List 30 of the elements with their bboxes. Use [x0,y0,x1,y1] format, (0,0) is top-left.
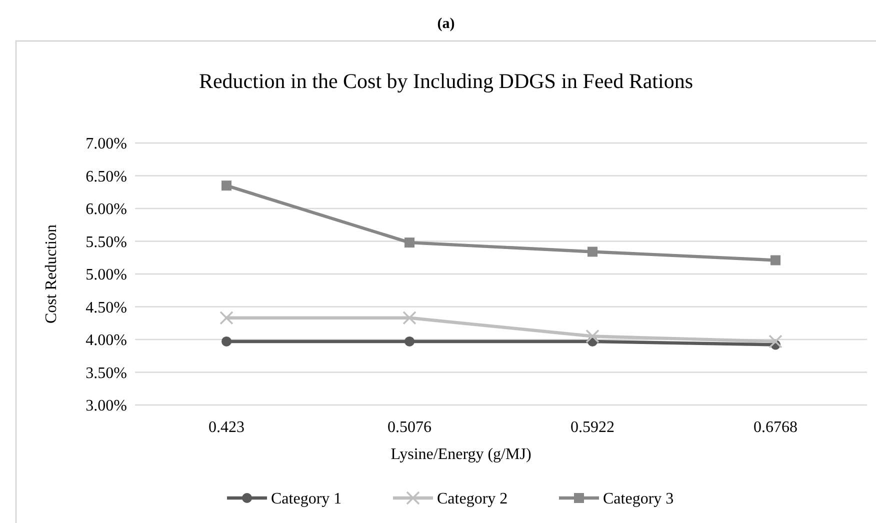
x-tick-label: 0.6768 [754,419,798,436]
x-tick-label: 0.5922 [570,419,614,436]
text: (a) [437,16,455,32]
point [404,238,414,248]
y-tick-label: 7.00% [86,136,127,153]
y-tick-label: 6.50% [86,168,127,186]
point [222,180,232,191]
point [404,336,414,346]
legend-label: Category 1 [271,490,342,508]
point [222,336,232,346]
point [588,246,598,257]
y-tick-label: 5.50% [86,234,127,251]
point [220,310,234,325]
y-tick-label: 4.00% [86,332,127,350]
y-tick-label: 3.50% [86,364,127,382]
x-tick-label: 0.423 [208,419,244,436]
point [586,329,600,344]
y-tick-label: 5.00% [86,266,127,284]
y-tick-label: 6.00% [86,201,127,218]
point [768,334,782,348]
legend-label: Category 3 [603,490,674,508]
y-axis-title: Cost Reduction [43,224,60,324]
y-tick-label: 4.50% [86,299,127,316]
x-tick-label: 0.5076 [388,419,432,436]
point [402,310,416,325]
legend-label: Category 2 [437,490,508,508]
chart-title: Reduction in the Cost by Including DDGS in Feed Rations [198,69,694,93]
y-tick-label: 3.00% [86,398,127,415]
point [770,255,780,266]
x-axis-title: Lysine/Energy (g/MJ) [390,446,532,463]
